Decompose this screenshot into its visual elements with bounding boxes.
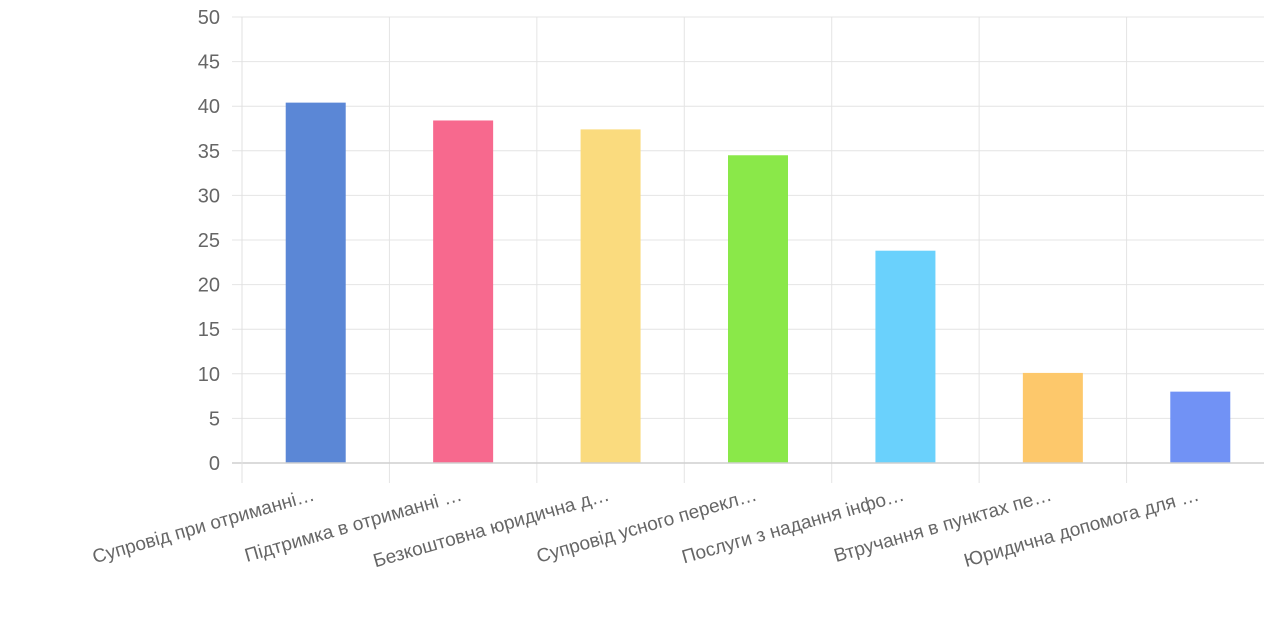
bar	[433, 120, 494, 464]
bars	[285, 102, 1231, 464]
x-tick-label: Юридична допомога для …	[962, 485, 1202, 572]
x-axis-labels: Супровід при отриманні…Підтримка в отрим…	[90, 485, 1201, 573]
bar	[875, 250, 936, 463]
y-tick-label: 35	[198, 141, 220, 163]
bar	[580, 129, 641, 463]
y-tick-label: 5	[209, 408, 220, 430]
bar	[1170, 391, 1231, 463]
y-tick-label: 40	[198, 96, 220, 118]
bar	[285, 102, 346, 463]
y-tick-label: 0	[209, 453, 220, 475]
x-tick-label: Безкоштовна юридична д…	[371, 485, 612, 573]
y-axis-ticks: 0 5 10 15 20 25 30 35 40 45 50	[198, 7, 220, 475]
y-tick-label: 50	[198, 7, 220, 29]
bar	[728, 155, 788, 463]
y-tick-label: 25	[198, 230, 220, 252]
y-tick-label: 45	[198, 52, 220, 74]
bar	[1022, 372, 1083, 463]
y-tick-label: 20	[198, 275, 220, 297]
y-tick-label: 15	[198, 319, 220, 341]
y-tick-label: 30	[198, 185, 220, 207]
y-tick-label: 10	[198, 364, 220, 386]
